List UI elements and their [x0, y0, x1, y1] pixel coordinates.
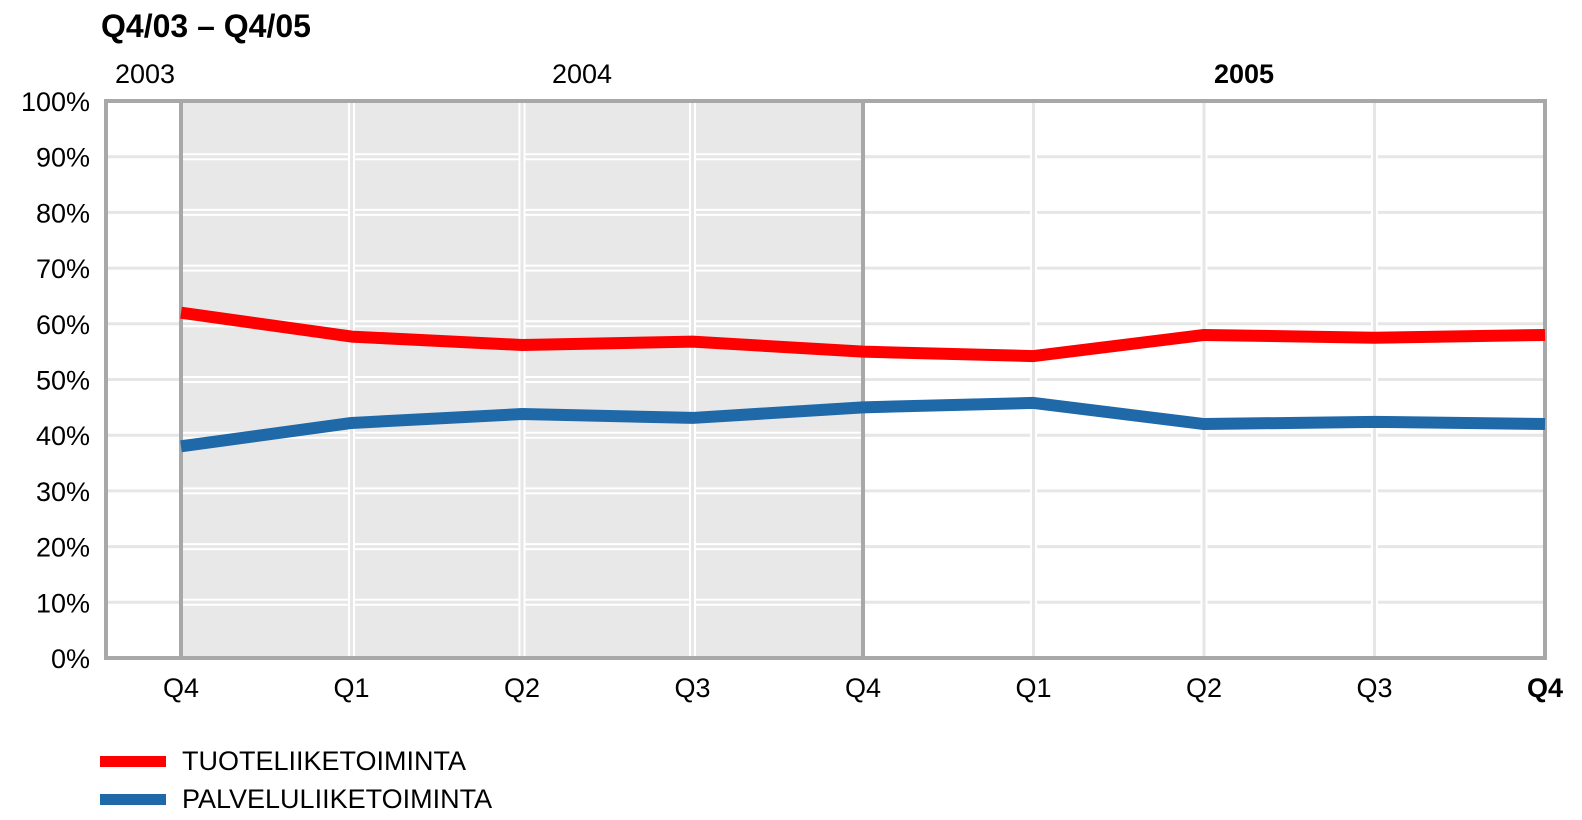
series-line-tuoteliiketoiminta — [180, 306, 1546, 363]
y-tick-label: 0% — [51, 644, 90, 674]
legend-item-palvelu: PALVELULIIKETOIMINTA — [100, 780, 492, 818]
year-label: 2004 — [552, 59, 612, 89]
y-tick-label: 100% — [21, 87, 90, 117]
y-tick-label: 20% — [36, 533, 90, 563]
y-tick-label: 80% — [36, 198, 90, 228]
x-tick-label: Q1 — [333, 673, 369, 703]
y-tick-label: 70% — [36, 254, 90, 284]
chart-title: Q4/03 – Q4/05 — [101, 8, 311, 44]
x-tick-label: Q4 — [163, 673, 199, 703]
legend-swatch-palvelu — [100, 793, 166, 805]
y-tick-label: 40% — [36, 421, 90, 451]
x-tick-label: Q2 — [1186, 673, 1222, 703]
legend-swatch-tuote — [100, 755, 166, 767]
legend-label-tuote: TUOTELIIKETOIMINTA — [182, 745, 467, 776]
x-tick-label: Q2 — [504, 673, 540, 703]
x-tick-label: Q3 — [674, 673, 710, 703]
legend: TUOTELIIKETOIMINTA PALVELULIIKETOIMINTA — [100, 742, 492, 818]
legend-item-tuote: TUOTELIIKETOIMINTA — [100, 742, 492, 780]
x-tick-label: Q4 — [845, 673, 881, 703]
y-tick-label: 10% — [36, 588, 90, 618]
y-tick-label: 50% — [36, 366, 90, 396]
line-chart: 0% 10% 20% 30% 40% 50% 60% 70% 80% 90% 100% Q4 Q1 Q2 Q… — [21, 59, 1563, 703]
series-line-palveluliiketoiminta — [180, 396, 1546, 453]
year-label: 2005 — [1214, 59, 1274, 89]
legend-label-palvelu: PALVELULIIKETOIMINTA — [182, 783, 493, 814]
year-label: 2003 — [115, 59, 175, 89]
x-tick-label: Q1 — [1015, 673, 1051, 703]
plot-frame — [104, 99, 1547, 660]
x-tick-label: Q3 — [1356, 673, 1392, 703]
y-tick-label: 60% — [36, 310, 90, 340]
y-tick-label: 30% — [36, 477, 90, 507]
x-tick-label: Q4 — [1527, 673, 1563, 703]
y-tick-label: 90% — [36, 143, 90, 173]
